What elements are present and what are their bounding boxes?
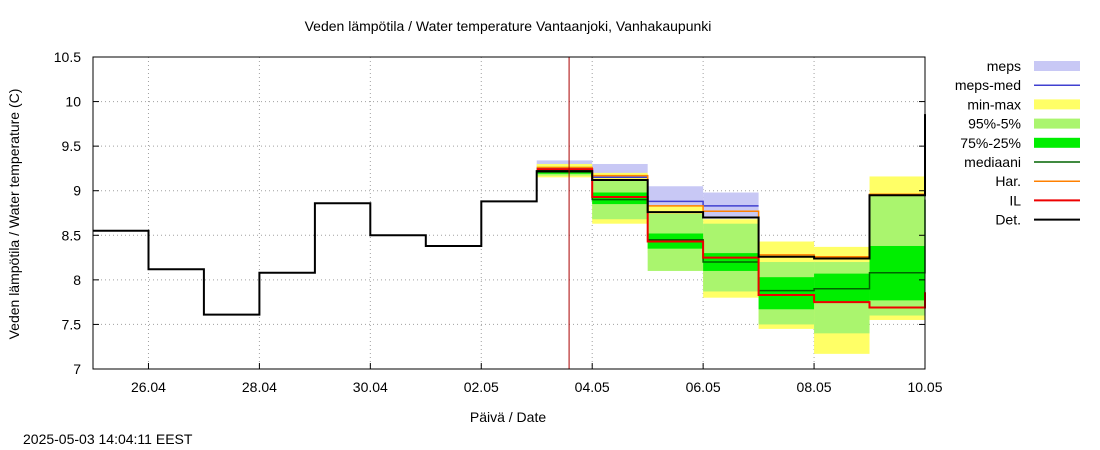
legend-label-il: IL (1009, 192, 1021, 208)
timestamp: 2025-05-03 14:04:11 EEST (23, 431, 193, 447)
x-tick-label-2: 30.04 (353, 379, 388, 395)
y-tick-label-2: 8 (73, 272, 81, 288)
chart-title: Veden lämpötila / Water temperature Vant… (305, 18, 712, 34)
y-tick-label-1: 7.5 (62, 316, 82, 332)
legend-swatch-meps (1034, 61, 1080, 71)
legend: meps meps-med min-max 95%-5% 75%-25% mediaani… (955, 58, 1080, 228)
legend-label-meps: meps (987, 58, 1021, 74)
forecast-bands (536, 160, 925, 354)
x-tick-label-3: 02.05 (464, 379, 499, 395)
x-tick-label-0: 26.04 (131, 379, 166, 395)
y-tick-label-4: 9 (73, 183, 81, 199)
band-75-25--1 (592, 192, 648, 205)
x-axis-label: Päivä / Date (470, 409, 546, 425)
series-line-det (93, 114, 926, 316)
band-meps-3 (703, 192, 759, 218)
x-tick-label-5: 06.05 (686, 379, 721, 395)
legend-swatch-75-25 (1034, 137, 1080, 148)
legend-label-meps-med: meps-med (955, 77, 1021, 93)
y-tick-label-7: 10.5 (54, 49, 81, 65)
legend-label-har: Har. (995, 173, 1021, 189)
x-tick-label-7: 10.05 (907, 379, 942, 395)
band-75-25--5 (814, 273, 870, 303)
band-75-25--4 (758, 277, 815, 310)
y-axis-label: Veden lämpötila / Water temperature (C) (6, 89, 22, 340)
y-tick-label-6: 10 (65, 94, 81, 110)
series-lines (93, 114, 926, 316)
x-tick-label-6: 08.05 (797, 379, 832, 395)
axis-ticks: 26.04 28.04 30.04 02.05 04.05 06.05 08.05 10.05… (54, 49, 943, 395)
y-tick-label-3: 8.5 (62, 227, 82, 243)
plot-frame (92, 56, 926, 370)
legend-swatch-95-5 (1034, 118, 1080, 129)
y-tick-label-0: 7 (73, 361, 81, 377)
legend-label-det: Det. (995, 212, 1021, 228)
legend-label-mediaani: mediaani (964, 154, 1021, 170)
legend-label-min-max: min-max (967, 96, 1021, 112)
legend-label-75-25: 75%-25% (960, 135, 1021, 151)
legend-label-95-5: 95%-5% (968, 116, 1021, 132)
y-tick-label-5: 9.5 (62, 138, 82, 154)
x-tick-label-1: 28.04 (242, 379, 277, 395)
x-tick-label-4: 04.05 (575, 379, 610, 395)
legend-swatch-min-max (1034, 99, 1080, 110)
